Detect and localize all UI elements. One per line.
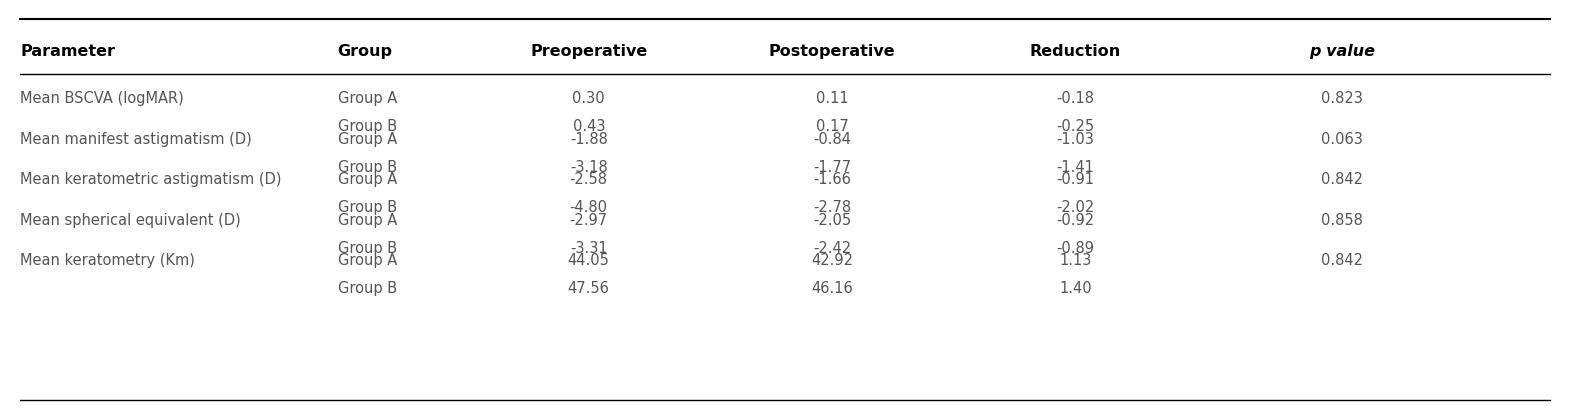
Text: -0.25: -0.25	[1057, 119, 1094, 134]
Text: -1.88: -1.88	[570, 132, 608, 147]
Text: -1.77: -1.77	[813, 160, 851, 175]
Text: Group B: Group B	[338, 119, 397, 134]
Text: -4.80: -4.80	[570, 200, 608, 215]
Text: Group A: Group A	[338, 172, 397, 187]
Text: Group B: Group B	[338, 160, 397, 175]
Text: Postoperative: Postoperative	[769, 44, 895, 59]
Text: Parameter: Parameter	[20, 44, 116, 59]
Text: Mean spherical equivalent (D): Mean spherical equivalent (D)	[20, 213, 242, 227]
Text: 47.56: 47.56	[568, 281, 609, 296]
Text: -2.42: -2.42	[813, 241, 851, 255]
Text: 0.858: 0.858	[1322, 213, 1363, 227]
Text: 0.063: 0.063	[1322, 132, 1363, 147]
Text: Reduction: Reduction	[1030, 44, 1121, 59]
Text: -0.84: -0.84	[813, 132, 851, 147]
Text: -0.89: -0.89	[1057, 241, 1094, 255]
Text: 44.05: 44.05	[568, 253, 609, 268]
Text: Group: Group	[338, 44, 392, 59]
Text: 0.30: 0.30	[573, 91, 604, 106]
Text: 0.823: 0.823	[1322, 91, 1363, 106]
Text: Mean keratometric astigmatism (D): Mean keratometric astigmatism (D)	[20, 172, 283, 187]
Text: -3.18: -3.18	[570, 160, 608, 175]
Text: Group B: Group B	[338, 241, 397, 255]
Text: Group B: Group B	[338, 200, 397, 215]
Text: -1.41: -1.41	[1057, 160, 1094, 175]
Text: p value: p value	[1309, 44, 1375, 59]
Text: -2.97: -2.97	[570, 213, 608, 227]
Text: -3.31: -3.31	[570, 241, 608, 255]
Text: Mean keratometry (Km): Mean keratometry (Km)	[20, 253, 195, 268]
Text: -0.91: -0.91	[1057, 172, 1094, 187]
Text: Group A: Group A	[338, 132, 397, 147]
Text: Group A: Group A	[338, 213, 397, 227]
Text: Mean manifest astigmatism (D): Mean manifest astigmatism (D)	[20, 132, 253, 147]
Text: -2.02: -2.02	[1057, 200, 1094, 215]
Text: -0.92: -0.92	[1057, 213, 1094, 227]
Text: -2.78: -2.78	[813, 200, 851, 215]
Text: Preoperative: Preoperative	[531, 44, 647, 59]
Text: 0.842: 0.842	[1322, 172, 1363, 187]
Text: 0.43: 0.43	[573, 119, 604, 134]
Text: Group B: Group B	[338, 281, 397, 296]
Text: Group A: Group A	[338, 91, 397, 106]
Text: -1.66: -1.66	[813, 172, 851, 187]
Text: 42.92: 42.92	[812, 253, 853, 268]
Text: 46.16: 46.16	[812, 281, 853, 296]
Text: Mean BSCVA (logMAR): Mean BSCVA (logMAR)	[20, 91, 184, 106]
Text: -1.03: -1.03	[1057, 132, 1094, 147]
Text: Group A: Group A	[338, 253, 397, 268]
Text: 0.11: 0.11	[816, 91, 848, 106]
Text: 1.13: 1.13	[1060, 253, 1091, 268]
Text: -2.05: -2.05	[813, 213, 851, 227]
Text: 1.40: 1.40	[1060, 281, 1091, 296]
Text: -2.58: -2.58	[570, 172, 608, 187]
Text: 0.842: 0.842	[1322, 253, 1363, 268]
Text: 0.17: 0.17	[816, 119, 848, 134]
Text: -0.18: -0.18	[1057, 91, 1094, 106]
